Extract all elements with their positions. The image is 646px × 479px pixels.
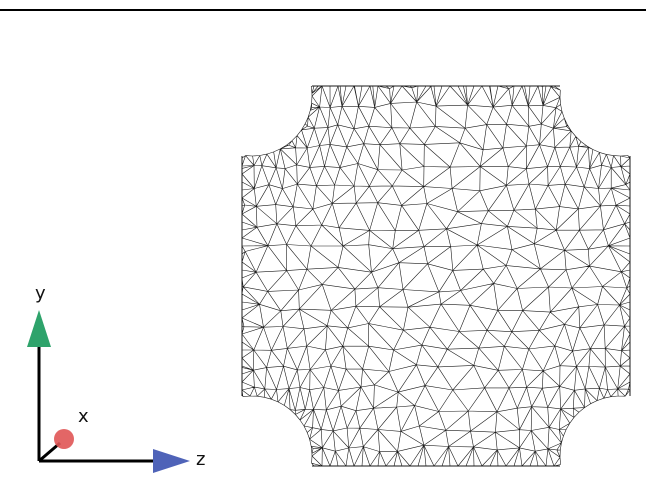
z-axis-label: z bbox=[196, 449, 206, 470]
x-axis-line bbox=[38, 441, 61, 463]
axis-gizmo[interactable] bbox=[27, 310, 190, 473]
x-axis-label: x bbox=[78, 406, 89, 427]
x-axis-marker bbox=[54, 429, 74, 449]
triangle-mesh[interactable] bbox=[241, 85, 631, 467]
z-axis-arrowhead bbox=[153, 449, 190, 473]
mesh-edges bbox=[241, 85, 631, 467]
y-axis-arrowhead bbox=[27, 310, 51, 347]
y-axis-label: y bbox=[35, 283, 46, 304]
mesh-boundary bbox=[241, 85, 631, 467]
